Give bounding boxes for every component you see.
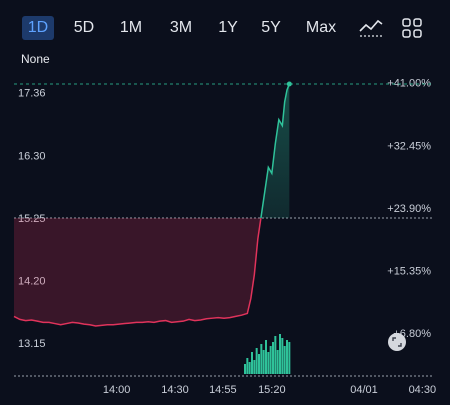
tab-5d[interactable]: 5D [73, 19, 95, 36]
volume-bar [276, 350, 279, 374]
percent-tick-label: +41.00% [387, 77, 431, 89]
volume-bar [253, 360, 256, 374]
y-tick-label: 16.30 [18, 150, 46, 162]
x-tick-label: 15:20 [258, 384, 286, 396]
percent-tick-label: +15.35% [387, 266, 431, 278]
y-tick-label: 14.20 [18, 276, 46, 288]
volume-bar [260, 344, 263, 374]
volume-bar [269, 346, 272, 374]
price-line-above [260, 83, 291, 219]
volume-bar [267, 352, 270, 374]
volume-bar [262, 350, 265, 374]
volume-bar [258, 354, 260, 374]
x-tick-label: 14:30 [161, 384, 189, 396]
percent-tick-label: +23.90% [387, 203, 431, 215]
percent-tick-label: +32.45% [387, 140, 431, 152]
compare-selector[interactable]: None [21, 52, 50, 66]
volume-bar [279, 334, 281, 374]
volume-bar [251, 352, 253, 374]
volume-bar [281, 338, 284, 374]
tab-3m[interactable]: 3M [169, 19, 193, 36]
last-price-dot [286, 81, 292, 87]
volume-bar [283, 346, 286, 374]
volume-bar [265, 340, 267, 374]
tab-max[interactable]: Max [305, 19, 337, 36]
tab-1m[interactable]: 1M [119, 19, 143, 36]
grid-icon[interactable] [398, 14, 426, 42]
y-tick-label: 15.25 [18, 213, 46, 225]
volume-bar [246, 358, 249, 374]
y-tick-label: 17.36 [18, 87, 46, 99]
x-tick-label: 04/01 [350, 384, 378, 396]
volume-bar [274, 336, 277, 374]
fullscreen-icon[interactable] [388, 333, 406, 351]
y-tick-label: 13.15 [18, 338, 46, 350]
volume-bar [288, 342, 291, 374]
line-chart-icon[interactable] [357, 14, 385, 42]
volume-bar [272, 342, 274, 374]
x-tick-label: 04:30 [409, 384, 437, 396]
tab-5y[interactable]: 5Y [261, 19, 281, 36]
tab-1d[interactable]: 1D [22, 16, 54, 40]
loss-area [14, 218, 261, 326]
time-range-tabs: 1D 5D 1M 3M 1Y 5Y Max [0, 8, 450, 48]
tab-1y[interactable]: 1Y [218, 19, 238, 36]
x-tick-label: 14:00 [103, 384, 131, 396]
volume-bar [286, 340, 288, 374]
volume-bar [255, 348, 258, 374]
volume-bar [244, 364, 246, 374]
x-tick-label: 14:55 [209, 384, 237, 396]
price-line-below [13, 217, 262, 327]
volume-bar [248, 362, 251, 374]
